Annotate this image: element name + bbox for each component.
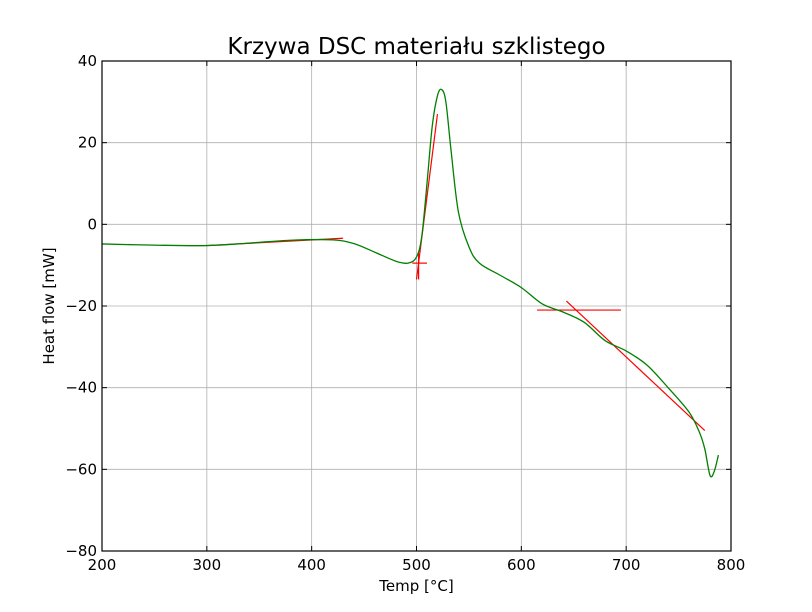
x-tick-label: 300 [193,556,222,574]
dsc-curve [101,88,720,478]
y-tick-label: −80 [65,542,97,560]
x-axis-label: Temp [°C] [378,577,453,595]
x-tick-label: 800 [717,556,746,574]
y-axis-label: Heat flow [mW] [40,247,58,364]
y-tick-label: −60 [65,460,97,478]
x-tick-label: 500 [402,556,431,574]
chart-title: Krzywa DSC materiału szklistego [227,34,605,60]
x-tick-label: 400 [297,556,326,574]
x-tick-label: 700 [612,556,641,574]
tangent-line [566,300,706,431]
y-tick-label: −20 [65,297,97,315]
grid-layer [101,60,732,552]
ticks-layer: 200 300 400 500 600 700 800 −80 −60 −40 −20 0 20 40 [65,52,745,574]
plot-area [101,88,720,478]
y-tick-label: −40 [65,379,97,397]
x-tick-label: 200 [88,556,117,574]
tangent-line [415,114,439,280]
y-tick-label: 20 [78,134,97,152]
y-tick-label: 40 [78,52,97,70]
y-tick-label: 0 [87,215,97,233]
x-tick-label: 600 [507,556,536,574]
